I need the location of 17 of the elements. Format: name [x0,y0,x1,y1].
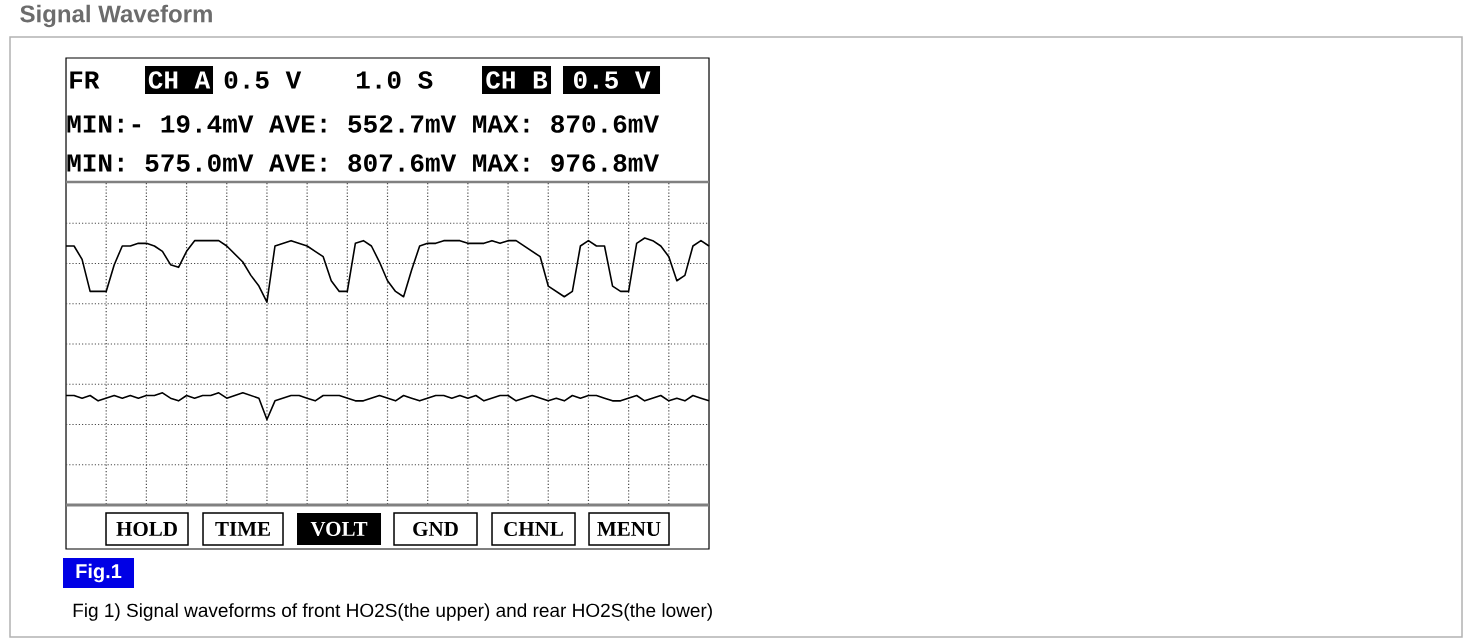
text: VOLT [310,521,368,537]
text: GND [413,521,458,537]
text: 0.5 V [573,71,651,89]
caption: Fig.1 [76,563,122,583]
text: CH A [148,71,211,89]
text: MENU [597,522,661,536]
text: 1.0 S [356,71,433,89]
text: TIME [215,522,270,536]
text: CHNL [504,521,563,537]
text: MIN:- 19.4mV AVE: 552.7mV MAX: 870.6mV [67,115,659,133]
caption: Fig 1) Signal waveforms of front HO2S(the upper) and rear HO2S(the lower) [73,603,712,621]
text: MIN: 575.0mV AVE: 807.6mV MAX: 976.8mV [67,154,659,172]
text: FR [70,71,100,89]
text: CH B [486,71,548,89]
text: 0.5 V [224,71,302,89]
chart-title: Signal Waveform [20,4,212,28]
text: HOLD [116,521,177,537]
